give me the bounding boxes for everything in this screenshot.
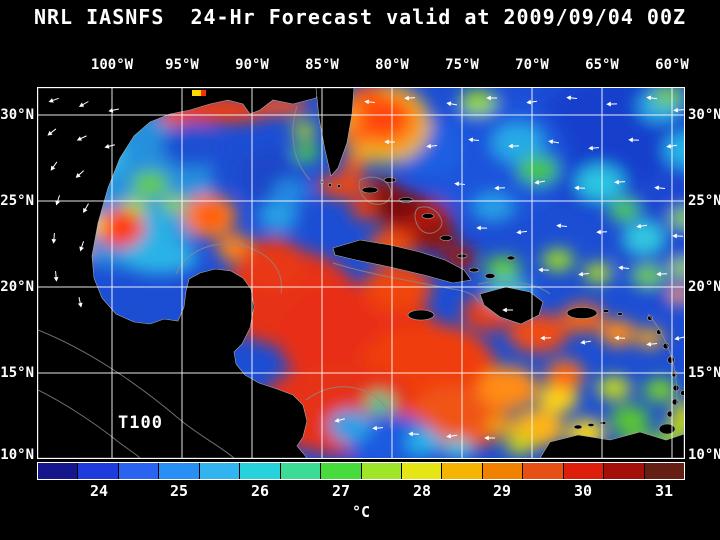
land-north-america-central-america — [38, 88, 321, 458]
land-jamaica — [407, 309, 435, 321]
colorbar — [37, 462, 685, 480]
lon-tick-label: 60°W — [655, 57, 689, 73]
colorbar-segment — [644, 463, 684, 479]
colorbar-segment — [563, 463, 605, 479]
station-marker — [192, 90, 206, 96]
colorbar-segment — [280, 463, 322, 479]
colorbar-unit-label: °C — [351, 503, 371, 521]
colorbar-segment — [401, 463, 443, 479]
lon-tick-label: 80°W — [375, 57, 409, 73]
page-title: NRL IASNFS 24-Hr Forecast valid at 2009/… — [33, 5, 687, 29]
lon-tick-label: 100°W — [90, 57, 134, 73]
colorbar-tick-label: 24 — [89, 482, 109, 500]
lat-tick-label: 15°N — [688, 365, 720, 381]
lon-tick-label: 65°W — [585, 57, 619, 73]
land-cuba — [332, 239, 472, 284]
lat-tick-label: 30°N — [688, 107, 720, 123]
colorbar-segment — [442, 463, 483, 479]
land-puerto-rico — [566, 307, 598, 319]
contour-layer — [38, 105, 678, 458]
lon-tick-label: 90°W — [235, 57, 269, 73]
field-label: T100 — [118, 413, 163, 433]
lon-tick-label: 75°W — [445, 57, 479, 73]
colorbar-segment — [199, 463, 241, 479]
colorbar-segment — [361, 463, 402, 479]
colorbar-segment — [523, 463, 564, 479]
colorbar-segment — [159, 463, 200, 479]
colorbar-tick-label: 30 — [573, 482, 593, 500]
colorbar-tick-label: 27 — [331, 482, 351, 500]
colorbar-tick-label: 29 — [492, 482, 512, 500]
colorbar-segment — [78, 463, 119, 479]
colorbar-segment — [118, 463, 160, 479]
land-layer — [38, 88, 684, 458]
colorbar-tick-label: 28 — [412, 482, 432, 500]
land-trinidad — [658, 423, 676, 435]
colorbar-segment — [321, 463, 362, 479]
lon-tick-label: 95°W — [165, 57, 199, 73]
lat-tick-label: 15°N — [0, 365, 34, 381]
land-florida — [315, 88, 355, 177]
land-south-america — [539, 431, 684, 458]
lon-tick-label: 70°W — [515, 57, 549, 73]
grid-layer — [38, 88, 684, 458]
lat-tick-label: 20°N — [0, 279, 34, 295]
map-plot-area: T100 — [37, 87, 685, 459]
lon-tick-label: 85°W — [305, 57, 339, 73]
lat-tick-label: 10°N — [688, 447, 720, 463]
colorbar-tick-label: 26 — [250, 482, 270, 500]
lat-tick-label: 30°N — [0, 107, 34, 123]
colorbar-segment — [38, 463, 79, 479]
land-hispaniola — [479, 286, 544, 325]
lat-tick-label: 25°N — [0, 193, 34, 209]
colorbar-segment — [482, 463, 524, 479]
lat-tick-label: 20°N — [688, 279, 720, 295]
colorbar-tick-label: 25 — [169, 482, 189, 500]
colorbar-tick-label: 31 — [654, 482, 674, 500]
lat-tick-label: 10°N — [0, 447, 34, 463]
lat-tick-label: 25°N — [688, 193, 720, 209]
map-canvas: T100 — [38, 88, 684, 458]
colorbar-segment — [604, 463, 645, 479]
colorbar-segment — [240, 463, 281, 479]
